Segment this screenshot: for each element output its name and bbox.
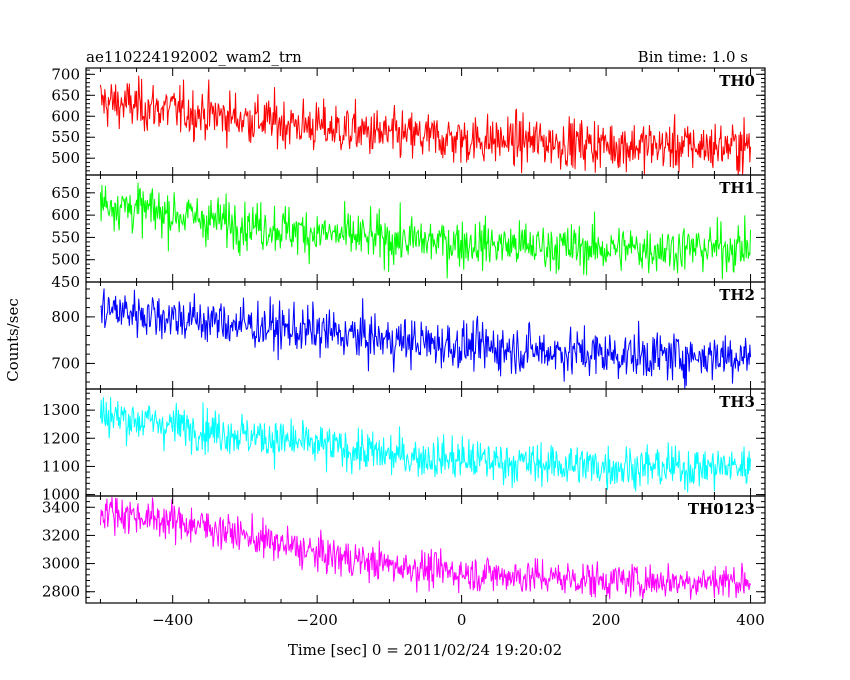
panel-th1: 450 500 550 600 650 TH1: [51, 174, 766, 291]
y-tick-label: 800: [51, 308, 80, 326]
panel-label: TH1: [719, 179, 755, 197]
series-th0-line: [99, 75, 752, 175]
panel-label: TH2: [719, 286, 755, 304]
time-axis: −400 −200 0 200 400: [152, 611, 765, 629]
panel-th2: 700 800 TH2: [51, 281, 766, 390]
x-axis-label: Time [sec] 0 = 2011/02/24 19:20:02: [288, 641, 562, 659]
series-th1-line: [99, 182, 752, 280]
panel-stack: 500 550 600 650 700 TH0 450 500 550 600 650 TH1 700 8…: [42, 65, 766, 604]
series-th2-line: [100, 288, 752, 389]
panel-frame: [85, 388, 766, 497]
panel-th0: 500 550 600 650 700 TH0: [51, 65, 766, 176]
y-tick-label: 2800: [42, 583, 80, 601]
y-tick-label: 3000: [42, 555, 80, 573]
series-th0123-line: [99, 497, 752, 600]
series-th3-line: [99, 396, 752, 493]
y-tick-label: 450: [51, 273, 80, 291]
y-tick-label: 700: [51, 354, 80, 372]
bin-time-label: Bin time: 1.0 s: [638, 48, 748, 66]
y-tick-label: 3400: [42, 498, 80, 516]
y-tick-label: 1300: [42, 401, 80, 419]
y-tick-label: 1200: [42, 429, 80, 447]
y-tick-label: 500: [51, 251, 80, 269]
y-tick-label: 700: [51, 65, 80, 83]
y-tick-label: 650: [51, 184, 80, 202]
y-axis-label: Counts/sec: [4, 298, 22, 382]
panel-label: TH0: [719, 72, 755, 90]
y-tick-label: 3200: [42, 526, 80, 544]
panel-frame: [85, 174, 766, 283]
x-tick-label: −400: [152, 611, 193, 629]
x-tick-label: 0: [457, 611, 467, 629]
panel-th3: 1000 1100 1200 1300 TH3: [42, 388, 766, 504]
y-tick-label: 600: [51, 206, 80, 224]
y-tick-label: 650: [51, 86, 80, 104]
x-tick-label: 400: [736, 611, 765, 629]
y-tick-label: 500: [51, 149, 80, 167]
y-tick-label: 600: [51, 107, 80, 125]
y-tick-label: 550: [51, 228, 80, 246]
y-tick-label: 1100: [42, 457, 80, 475]
panel-label: TH3: [719, 393, 755, 411]
y-tick-label: 550: [51, 128, 80, 146]
x-tick-label: −200: [297, 611, 338, 629]
panel-frame: [85, 495, 766, 604]
y-tick-label: 1000: [42, 486, 80, 504]
panel-th0123: 2800 3000 3200 3400 TH0123: [42, 495, 766, 604]
observation-title: ae110224192002_wam2_trn: [86, 48, 302, 66]
panel-label: TH0123: [688, 500, 755, 518]
x-tick-label: 200: [592, 611, 621, 629]
